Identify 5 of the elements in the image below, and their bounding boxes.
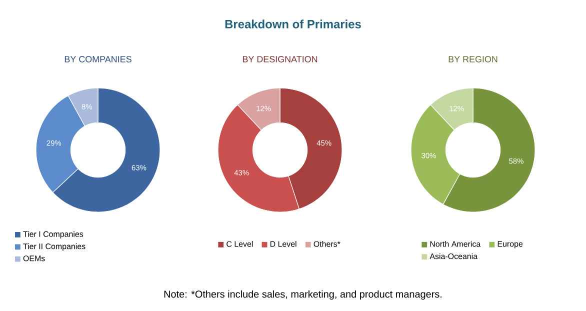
text: Breakdown of Primaries: [225, 20, 361, 28]
chart-title: BY COMPANIES: [64, 56, 132, 62]
chart-title: BY DESIGNATION: [242, 56, 318, 62]
chart-title: BY REGION: [448, 56, 498, 62]
text: Note: *Others include sales, marketing, and product managers.: [164, 290, 442, 300]
